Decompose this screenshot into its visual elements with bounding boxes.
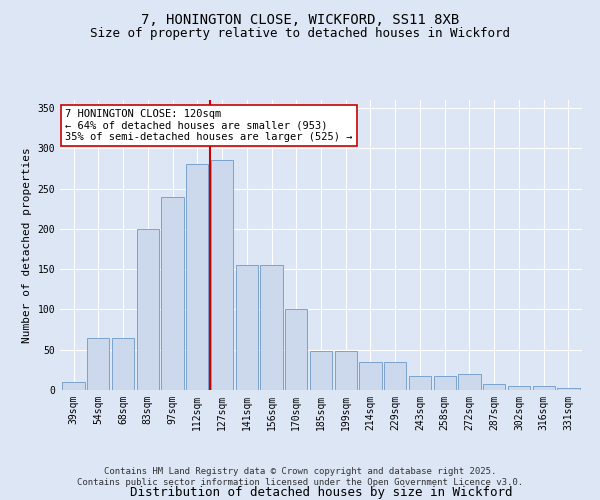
Bar (186, 164, 208, 390)
Bar (112, 338, 134, 390)
Bar (384, 362, 406, 390)
Bar (557, 388, 580, 390)
Bar (137, 229, 159, 390)
Bar (87, 338, 109, 390)
Text: 7 HONINGTON CLOSE: 120sqm
← 64% of detached houses are smaller (953)
35% of semi: 7 HONINGTON CLOSE: 120sqm ← 64% of detac… (65, 108, 353, 142)
Bar (211, 160, 233, 390)
Text: Size of property relative to detached houses in Wickford: Size of property relative to detached ho… (90, 28, 510, 40)
Y-axis label: Number of detached properties: Number of detached properties (22, 147, 32, 343)
Bar (236, 265, 258, 390)
X-axis label: Distribution of detached houses by size in Wickford: Distribution of detached houses by size … (130, 486, 512, 498)
Bar (310, 352, 332, 390)
Bar (434, 376, 456, 390)
Bar (409, 376, 431, 390)
Bar (359, 362, 382, 390)
Bar (458, 374, 481, 390)
Bar (335, 352, 357, 390)
Bar (533, 386, 555, 390)
Bar (483, 384, 505, 390)
Bar (62, 382, 85, 390)
Bar (260, 265, 283, 390)
Bar (508, 386, 530, 390)
Text: Contains HM Land Registry data © Crown copyright and database right 2025.: Contains HM Land Registry data © Crown c… (104, 467, 496, 476)
Bar (285, 310, 307, 390)
Text: 7, HONINGTON CLOSE, WICKFORD, SS11 8XB: 7, HONINGTON CLOSE, WICKFORD, SS11 8XB (141, 12, 459, 26)
Bar (161, 196, 184, 390)
Text: Contains public sector information licensed under the Open Government Licence v3: Contains public sector information licen… (77, 478, 523, 487)
